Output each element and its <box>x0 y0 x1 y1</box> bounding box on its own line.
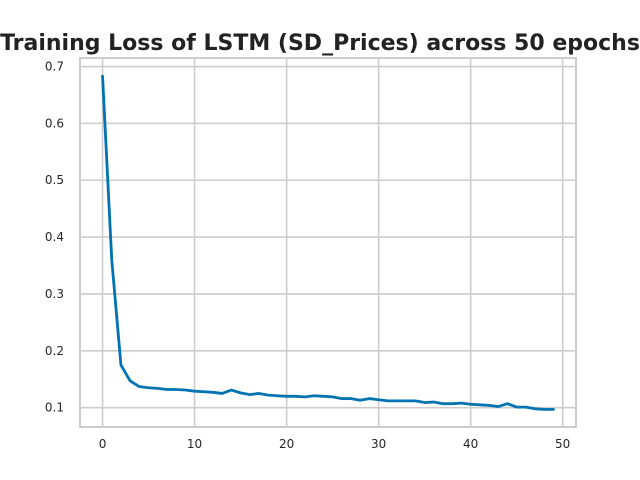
loss-line <box>101 74 555 411</box>
x-tick-label: 50 <box>555 437 570 451</box>
y-axis: 0.1 0.2 0.3 0.4 0.5 0.6 0.7 <box>45 60 64 415</box>
series-layer <box>101 74 555 411</box>
chart-title: Training Loss of LSTM (SD_Prices) across… <box>0 31 640 56</box>
y-tick-label: 0.3 <box>45 287 64 301</box>
y-tick-label: 0.6 <box>45 116 64 130</box>
x-tick-label: 40 <box>463 437 478 451</box>
x-tick-label: 20 <box>279 437 294 451</box>
x-tick-label: 30 <box>371 437 386 451</box>
plot-frame <box>79 57 577 428</box>
y-tick-label: 0.2 <box>45 344 64 358</box>
y-tick-label: 0.1 <box>45 401 64 415</box>
y-tick-label: 0.4 <box>45 230 64 244</box>
y-tick-label: 0.5 <box>45 173 64 187</box>
y-tick-label: 0.7 <box>45 60 64 74</box>
x-axis: 0 10 20 30 40 50 <box>99 437 571 451</box>
x-tick-label: 10 <box>187 437 202 451</box>
x-tick-label: 0 <box>99 437 107 451</box>
grid <box>80 58 576 427</box>
